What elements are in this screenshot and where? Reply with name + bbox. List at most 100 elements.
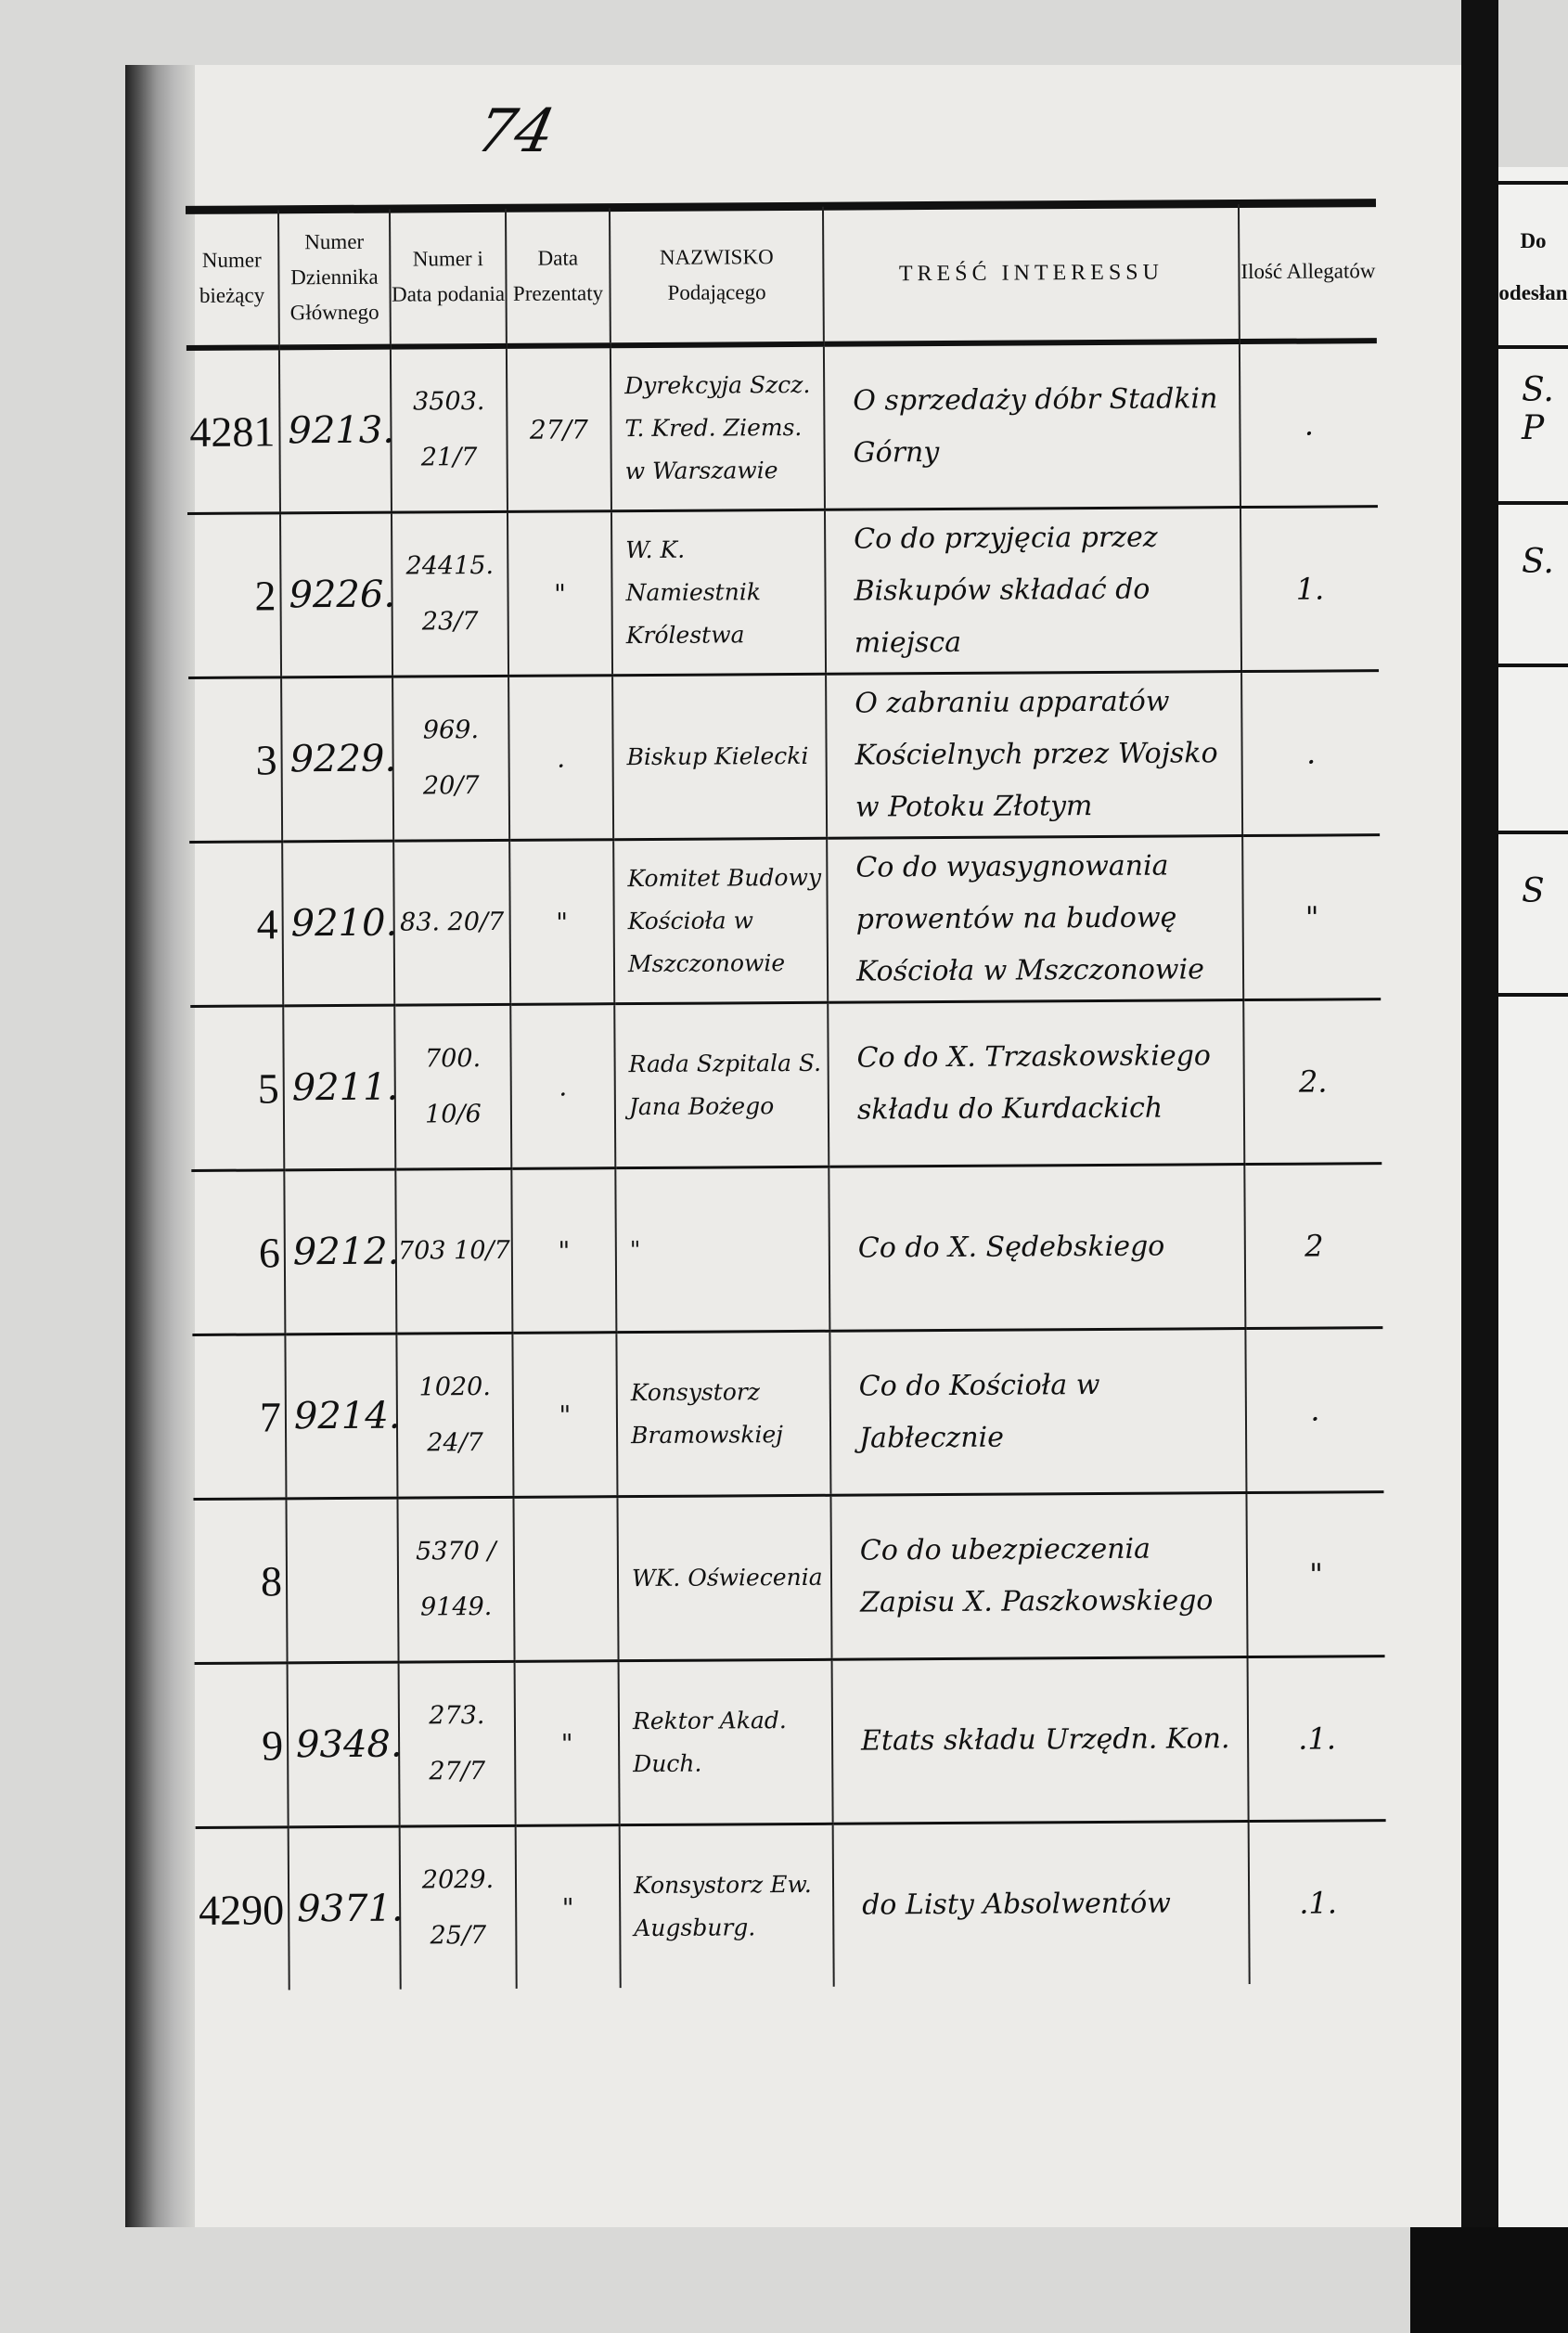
cell-prezentata: .	[510, 1003, 616, 1169]
cell-prezentata	[513, 1496, 619, 1662]
cell-tresc: Co do X. Trzaskowskiego składu do Kurdac…	[828, 999, 1245, 1167]
scan-edge	[1410, 2227, 1568, 2333]
cell-podanie: 3503. 21/7	[390, 345, 508, 513]
cell-nazwisko: WK. Oświecenia	[617, 1495, 832, 1661]
cell-nazwisko: Komitet Budowy Kościoła w Mszczonowie	[613, 838, 829, 1004]
cell-tresc: O zabraniu apparatów Kościelnych przez W…	[826, 671, 1243, 839]
cell-allegaty: "	[1246, 1491, 1385, 1657]
cell-prezentata: "	[507, 510, 613, 677]
cell-numer: 9	[194, 1662, 289, 1828]
cell-numer: 7	[192, 1334, 287, 1500]
facing-rule	[1475, 501, 1568, 505]
cell-prezentata: "	[514, 1660, 620, 1826]
cell-numer: 4290	[199, 1885, 285, 1934]
table-row: 2 9226. 24415. 23/7 " W. K. Namiestnik Króle…	[186, 506, 1380, 678]
cell-podanie: 83. 20/7	[393, 840, 511, 1006]
cell-dziennik: 9214.	[285, 1334, 401, 1499]
table-row: 8 5370 / 9149. WK. Oświecenia Co do ubezpie…	[193, 1491, 1385, 1664]
cell-nazwisko: Rada Szpitala S. Jana Bożego	[614, 1002, 829, 1168]
cell-nazwisko: W. K. Namiestnik Królestwa	[610, 509, 827, 676]
cell-dziennik: 9226.	[279, 512, 395, 677]
cell-allegaty: .	[1245, 1327, 1384, 1493]
cell-prezentata: 27/7	[506, 345, 611, 512]
cell-allegaty: .1.	[1247, 1656, 1386, 1822]
cell-numer: 2	[186, 512, 282, 678]
cell-dziennik: 9210.	[282, 841, 397, 1006]
cell-nazwisko: "	[615, 1166, 830, 1333]
facing-mark: S	[1522, 872, 1545, 910]
page-number: 74	[470, 97, 561, 166]
register-page	[125, 65, 1480, 2227]
table-row: 4281 9213. 3503. 21/7 27/7 Dyrekcyja Szcz. T…	[186, 341, 1378, 514]
book-binding	[125, 65, 195, 2227]
cell-podanie: 1020. 24/7	[396, 1333, 514, 1499]
cell-numer: 3	[188, 677, 283, 843]
cell-tresc: Co do przyjęcia przez Biskupów składać d…	[824, 507, 1242, 675]
col-header-dziennik: Numer Dziennika Głównego	[277, 209, 391, 348]
cell-tresc: Co do X. Sędebskiego	[829, 1164, 1246, 1332]
cell-nazwisko: Rektor Akad. Duch.	[618, 1659, 833, 1825]
cell-tresc: Co do Kościoła w Jabłecznie	[829, 1328, 1247, 1496]
col-header-tresc: TREŚĆ INTERESSU	[822, 204, 1240, 344]
facing-page-header: Do odesłan	[1498, 229, 1568, 304]
table-row: 3 9229. 969. 20/7. Biskup Kielecki O zabrani…	[188, 670, 1381, 843]
cell-allegaty: "	[1242, 834, 1382, 1000]
cell-podanie: 700. 10/6	[394, 1004, 512, 1170]
table-row: 5 9211. 700. 10/6. Rada Szpitala S. Jana Bo…	[190, 999, 1382, 1171]
cell-prezentata: "	[511, 1167, 617, 1334]
col-header-numer: Numer bieżący	[186, 210, 279, 348]
cell-allegaty: .	[1241, 670, 1381, 836]
cell-numer: 6	[191, 1169, 286, 1335]
cell-dziennik: 9348.	[287, 1662, 403, 1827]
table-row: 7 9214. 1020. 24/7 " Konsystorz Bramowskiej C…	[192, 1327, 1384, 1500]
cell-prezentata: "	[509, 839, 615, 1005]
facing-mark: S.	[1522, 543, 1554, 581]
cell-allegaty: 2	[1244, 1163, 1383, 1329]
cell-dziennik: 9371.	[288, 1826, 404, 1991]
cell-allegaty: 2.	[1243, 999, 1382, 1165]
cell-tresc: Co do wyasygnowania prowentów na budowę …	[827, 835, 1244, 1003]
facing-rule	[1475, 181, 1568, 185]
cell-prezentata: .	[508, 675, 614, 841]
cell-prezentata: "	[512, 1332, 618, 1498]
cell-prezentata: "	[515, 1824, 621, 1989]
cell-numer: 8	[193, 1498, 288, 1664]
cell-podanie: 703 10/7	[395, 1168, 513, 1334]
cell-dziennik: 9211.	[283, 1005, 398, 1170]
table-row: 6 9212. 703 10/7 " " Co do X. Sędebskiego 2	[191, 1163, 1383, 1335]
cell-nazwisko: Konsystorz Ew. Augsburg.	[619, 1824, 834, 1989]
facing-rule	[1475, 664, 1568, 667]
cell-tresc: do Listy Absolwentów	[832, 1821, 1250, 1987]
cell-nazwisko: Biskup Kielecki	[612, 674, 828, 840]
col-header-prezentata: Data Prezentaty	[505, 208, 610, 346]
cell-nazwisko: Dyrekcyja Szcz. T. Kred. Ziems. w Warsza…	[610, 343, 825, 511]
cell-allegaty: 1.	[1240, 506, 1380, 672]
col-header-nazwisko: NAZWISKO Podającego	[609, 206, 824, 346]
cell-nazwisko: Konsystorz Bramowskiej	[616, 1331, 831, 1497]
col-header-podanie: Numer i Data podania	[389, 208, 507, 347]
cell-allegaty: .1.	[1248, 1820, 1387, 1985]
facing-mark: S. P	[1522, 371, 1554, 447]
table-row: 4290 9371. 2029. 25/7 " Konsystorz Ew. Augsb…	[196, 1820, 1387, 1991]
cell-allegaty: .	[1239, 341, 1378, 508]
cell-tresc: Etats składu Urzędn. Kon.	[831, 1656, 1249, 1824]
cell-podanie: 24415. 23/7	[391, 511, 509, 677]
cell-numer: 4281	[186, 347, 280, 514]
facing-page	[1498, 167, 1568, 2301]
col-header-allegaty: Ilość Allegatów	[1238, 203, 1377, 342]
cell-tresc: O sprzedaży dóbr Stadkin Górny	[823, 342, 1240, 510]
page-gutter	[1461, 0, 1498, 2333]
table-row: 9 9348. 273. 27/7 " Rektor Akad. Duch. Etats …	[194, 1656, 1386, 1828]
facing-rule	[1475, 831, 1568, 834]
cell-dziennik: 9213.	[278, 346, 394, 513]
facing-rule	[1475, 993, 1568, 997]
cell-numer: 4	[189, 841, 284, 1007]
cell-podanie: 5370 / 9149.	[397, 1497, 515, 1663]
cell-numer: 5	[190, 1005, 285, 1171]
cell-podanie: 969. 20/7	[392, 676, 510, 842]
cell-tresc: Co do ubezpieczenia Zapisu X. Paszkowski…	[830, 1492, 1248, 1660]
cell-dziennik: 9212.	[284, 1169, 400, 1334]
register-table: Numer bieżący Numer Dziennika Głównego N…	[186, 203, 1387, 1991]
header-row: Numer bieżący Numer Dziennika Głównego N…	[186, 203, 1377, 348]
cell-dziennik: 9229.	[281, 677, 396, 842]
